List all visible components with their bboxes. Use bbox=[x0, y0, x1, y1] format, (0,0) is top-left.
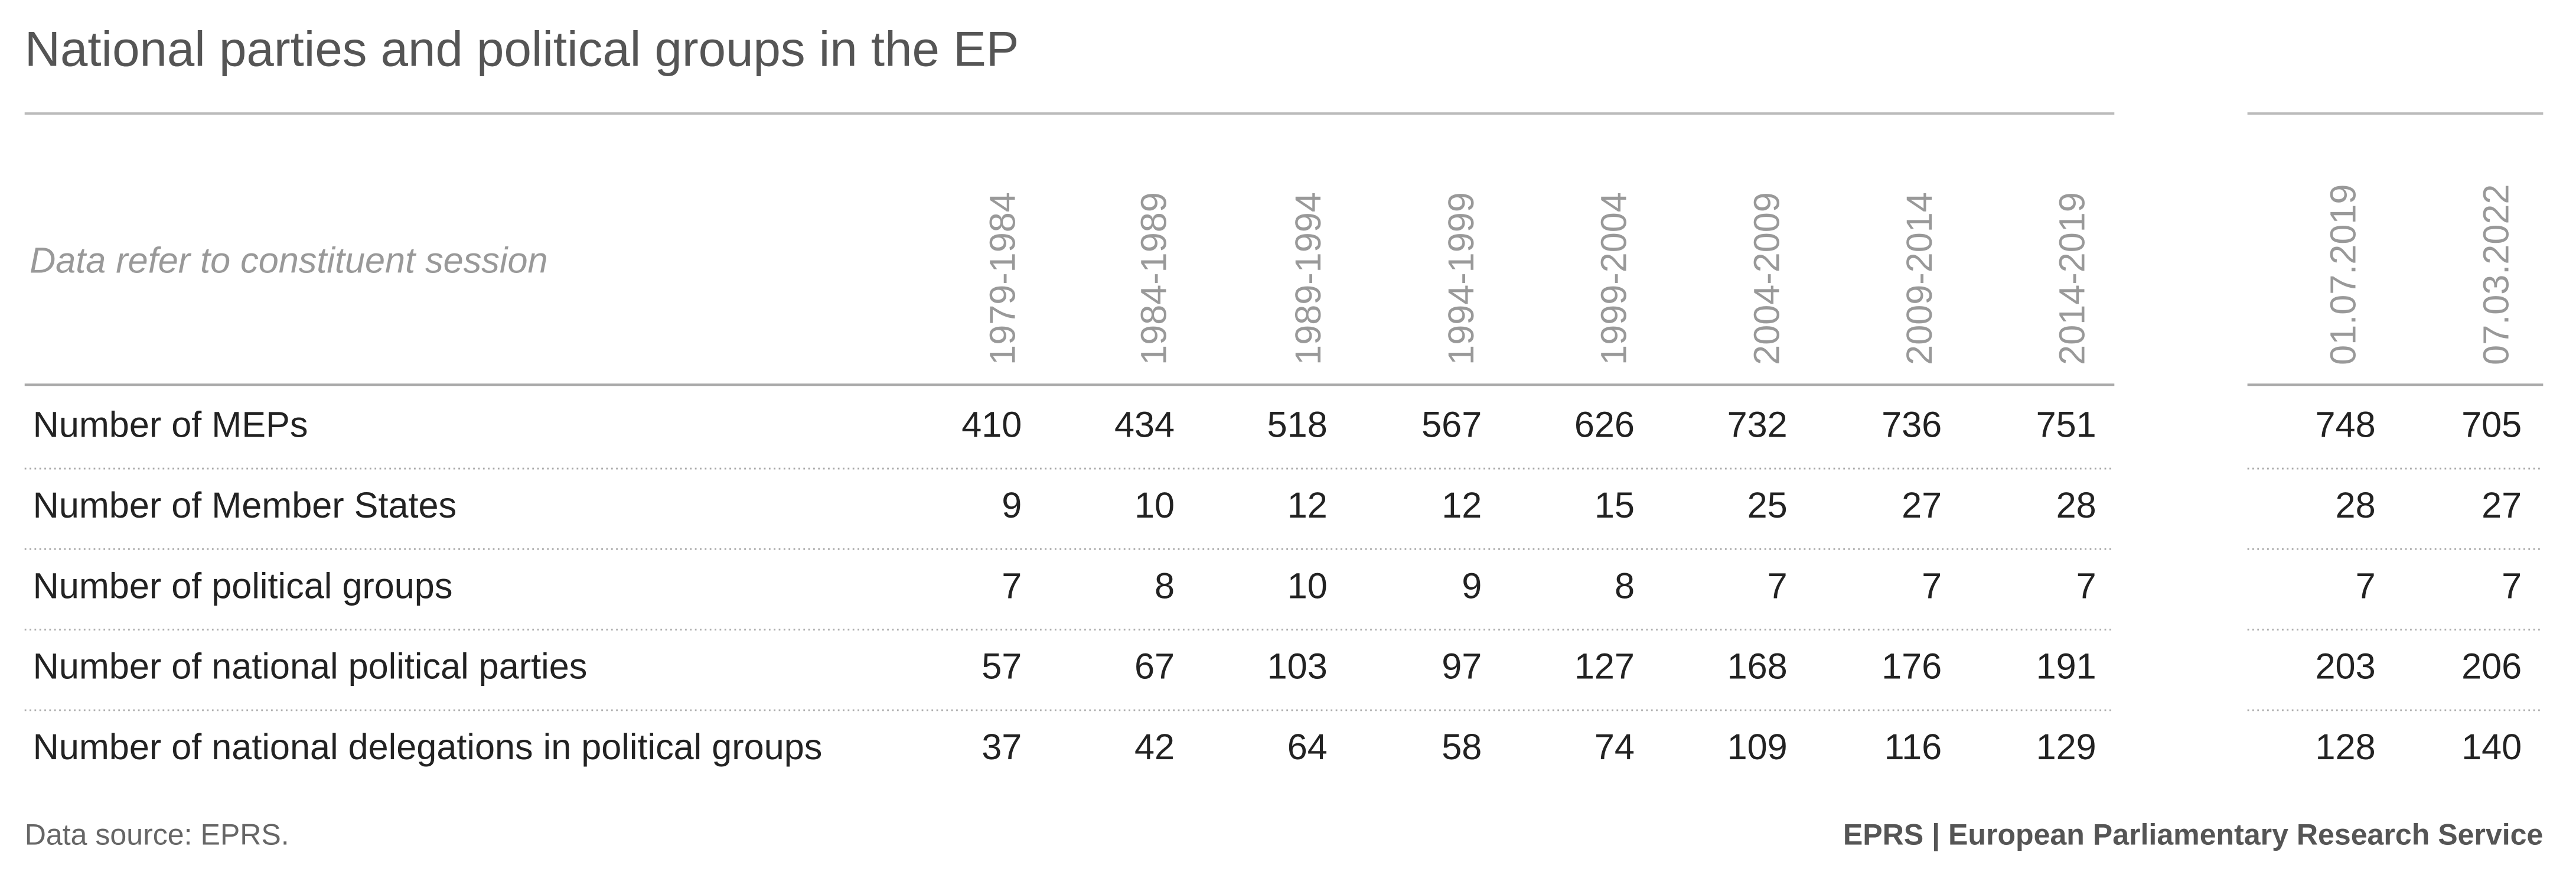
column-header: 1994-1999 bbox=[1441, 192, 1481, 365]
cell-value: 705 bbox=[2461, 405, 2522, 445]
title: National parties and political groups in… bbox=[25, 21, 1019, 76]
row-label: Number of national political parties bbox=[33, 646, 588, 687]
cell-value: 37 bbox=[982, 727, 1022, 767]
row-label: Number of Member States bbox=[33, 485, 457, 525]
cell-value: 27 bbox=[1902, 485, 1942, 525]
cell-value: 168 bbox=[1727, 646, 1788, 687]
column-header: 2009-2014 bbox=[1899, 192, 1939, 365]
cell-value: 64 bbox=[1287, 727, 1328, 767]
cell-value: 9 bbox=[1462, 565, 1482, 606]
cell-value: 28 bbox=[2056, 485, 2096, 525]
cell-value: 42 bbox=[1134, 727, 1175, 767]
cell-value: 7 bbox=[1002, 565, 1022, 606]
cell-value: 7 bbox=[2502, 565, 2522, 606]
cell-value: 140 bbox=[2461, 727, 2522, 767]
cell-value: 748 bbox=[2316, 405, 2376, 445]
column-header: 1984-1989 bbox=[1134, 192, 1174, 365]
row-label: Number of political groups bbox=[33, 565, 453, 606]
cell-value: 736 bbox=[1882, 405, 1942, 445]
cell-value: 732 bbox=[1727, 405, 1788, 445]
cell-value: 7 bbox=[1768, 565, 1788, 606]
cell-value: 12 bbox=[1442, 485, 1482, 525]
cell-value: 176 bbox=[1882, 646, 1942, 687]
cell-value: 206 bbox=[2461, 646, 2522, 687]
cell-value: 12 bbox=[1287, 485, 1328, 525]
cell-value: 626 bbox=[1574, 405, 1635, 445]
column-header: 2014-2019 bbox=[2052, 192, 2092, 365]
cell-value: 25 bbox=[1747, 485, 1788, 525]
cell-value: 8 bbox=[1615, 565, 1635, 606]
cell-value: 7 bbox=[1922, 565, 1942, 606]
cell-value: 27 bbox=[2482, 485, 2522, 525]
cell-value: 7 bbox=[2076, 565, 2096, 606]
cell-value: 434 bbox=[1114, 405, 1175, 445]
cell-value: 751 bbox=[2036, 405, 2096, 445]
cell-value: 129 bbox=[2036, 727, 2096, 767]
cell-value: 127 bbox=[1574, 646, 1635, 687]
cell-value: 58 bbox=[1442, 727, 1482, 767]
cell-value: 103 bbox=[1267, 646, 1328, 687]
cell-value: 191 bbox=[2036, 646, 2096, 687]
credit: EPRS | European Parliamentary Research S… bbox=[1843, 818, 2544, 851]
cell-value: 67 bbox=[1134, 646, 1175, 687]
column-header: 1999-2004 bbox=[1594, 192, 1634, 365]
column-header: 07.03.2022 bbox=[2476, 184, 2516, 365]
cell-value: 10 bbox=[1287, 565, 1328, 606]
cell-value: 15 bbox=[1594, 485, 1635, 525]
column-header: 01.07.2019 bbox=[2323, 184, 2363, 365]
cell-value: 74 bbox=[1594, 727, 1635, 767]
cell-value: 57 bbox=[982, 646, 1022, 687]
cell-value: 7 bbox=[2356, 565, 2376, 606]
cell-value: 116 bbox=[1884, 727, 1942, 767]
column-header: 1989-1994 bbox=[1288, 192, 1328, 365]
cell-value: 109 bbox=[1727, 727, 1788, 767]
cell-value: 567 bbox=[1421, 405, 1482, 445]
cell-value: 10 bbox=[1134, 485, 1175, 525]
row-label: Number of national delegations in politi… bbox=[33, 727, 823, 767]
table-note: Data refer to constituent session bbox=[30, 240, 547, 281]
column-header: 2004-2009 bbox=[1746, 192, 1786, 365]
cell-value: 128 bbox=[2316, 727, 2376, 767]
cell-value: 203 bbox=[2316, 646, 2376, 687]
cell-value: 97 bbox=[1442, 646, 1482, 687]
row-label: Number of MEPs bbox=[33, 405, 308, 445]
cell-value: 410 bbox=[961, 405, 1022, 445]
data-source: Data source: EPRS. bbox=[25, 818, 289, 851]
column-header: 1979-1984 bbox=[983, 192, 1023, 365]
cell-value: 9 bbox=[1002, 485, 1022, 525]
cell-value: 8 bbox=[1155, 565, 1175, 606]
cell-value: 518 bbox=[1267, 405, 1328, 445]
cell-value: 28 bbox=[2336, 485, 2376, 525]
